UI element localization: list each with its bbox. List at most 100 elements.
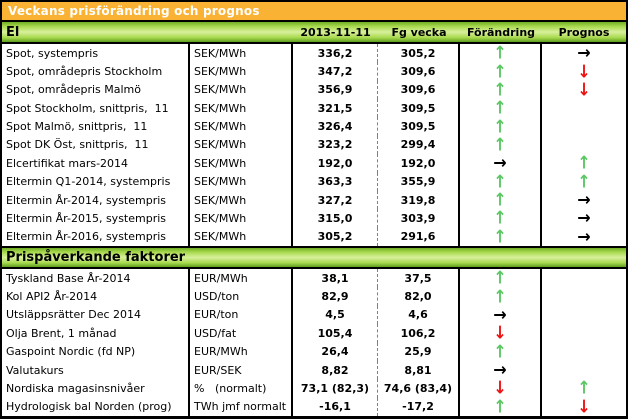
row-unit: EUR/MWh — [190, 342, 293, 361]
row-label: Eltermin År-2016, systempris — [2, 227, 190, 246]
value-current: 305,2 — [293, 227, 378, 246]
arrow-right-icon: → — [577, 42, 591, 64]
value-previous: 74,6 (83,4) — [378, 379, 460, 398]
arrow-right-icon: → — [577, 189, 591, 210]
arrow-right-icon: → — [577, 207, 591, 229]
arrow-right-icon: → — [493, 359, 507, 380]
value-previous: 82,0 — [378, 287, 460, 306]
row-unit: SEK/MWh — [190, 80, 293, 100]
value-previous: 37,5 — [378, 269, 460, 288]
value-previous: 309,6 — [378, 62, 460, 81]
row-unit: USD/fat — [190, 324, 293, 343]
el-rows: Spot, systempris SEK/MWh 336,2 305,2 ↑ →… — [2, 44, 626, 246]
value-current: 356,9 — [293, 80, 378, 100]
value-previous: 355,9 — [378, 172, 460, 191]
value-current: 323,2 — [293, 135, 378, 155]
value-current: 315,0 — [293, 209, 378, 228]
value-current: 336,2 — [293, 44, 378, 63]
row-unit: TWh jmf normalt — [190, 397, 293, 416]
arrow-up-icon: ↑ — [493, 133, 507, 155]
value-current: 8,82 — [293, 360, 378, 380]
row-label: Eltermin År-2015, systempris — [2, 209, 190, 228]
value-previous: 319,8 — [378, 190, 460, 210]
value-current: 26,4 — [293, 342, 378, 361]
table-row: Eltermin År-2014, systempris SEK/MWh 327… — [2, 189, 626, 210]
table-row: Spot Malmö, snittpris, 11 SEK/MWh 326,4 … — [2, 115, 626, 137]
section-label-el: El — [6, 24, 20, 40]
value-previous: 299,4 — [378, 135, 460, 155]
row-label: Tyskland Base År-2014 — [2, 269, 190, 288]
table-row: Eltermin Q1-2014, systempris SEK/MWh 363… — [2, 170, 626, 192]
row-unit: SEK/MWh — [190, 227, 293, 246]
value-previous: 25,9 — [378, 342, 460, 361]
value-previous: 305,2 — [378, 44, 460, 63]
table-row: Spot, områdepris Stockholm SEK/MWh 347,2… — [2, 60, 626, 82]
arrow-down-icon: ↓ — [577, 78, 591, 100]
table-row: Utsläppsrätter Dec 2014 EUR/ton 4,5 4,6 … — [2, 305, 626, 325]
arrow-right-icon: → — [493, 152, 507, 174]
value-current: 82,9 — [293, 287, 378, 306]
row-unit: USD/ton — [190, 287, 293, 306]
value-current: 192,0 — [293, 154, 378, 173]
table-row: Spot, områdepris Malmö SEK/MWh 356,9 309… — [2, 78, 626, 100]
value-current: -16,1 — [293, 397, 378, 416]
table-row: Valutakurs EUR/SEK 8,82 8,81 → — [2, 359, 626, 380]
arrow-down-icon: ↓ — [577, 395, 591, 417]
arrow-up-icon: ↑ — [493, 78, 507, 100]
row-unit: SEK/MWh — [190, 190, 293, 210]
row-label: Spot, områdepris Malmö — [2, 80, 190, 100]
row-label: Nordiska magasinsnivåer — [2, 379, 190, 398]
row-unit: EUR/SEK — [190, 360, 293, 380]
arrow-up-icon: ↑ — [577, 170, 591, 192]
value-current: 326,4 — [293, 117, 378, 136]
arrow-up-icon: ↑ — [493, 115, 507, 137]
value-current: 73,1 (82,3) — [293, 379, 378, 398]
arrow-up-icon: ↑ — [493, 170, 507, 192]
table-row: Gaspoint Nordic (fd NP) EUR/MWh 26,4 25,… — [2, 342, 626, 361]
value-previous: 309,5 — [378, 117, 460, 136]
row-label: Hydrologisk bal Norden (prog) — [2, 397, 190, 416]
table-row: Spot Stockholm, snittpris, 11 SEK/MWh 32… — [2, 99, 626, 118]
section-label-factors: Prispåverkande faktorer — [6, 250, 186, 265]
arrow-up-icon: ↑ — [493, 225, 507, 247]
row-label: Valutakurs — [2, 360, 190, 380]
arrow-down-icon: ↓ — [577, 60, 591, 82]
arrow-right-icon: → — [577, 225, 591, 247]
table-row: Kol API2 År-2014 USD/ton 82,9 82,0 ↑ — [2, 287, 626, 306]
row-label: Kol API2 År-2014 — [2, 287, 190, 306]
row-unit: SEK/MWh — [190, 62, 293, 81]
table-row: Eltermin År-2015, systempris SEK/MWh 315… — [2, 207, 626, 229]
table-row: Spot DK Öst, snittpris, 11 SEK/MWh 323,2… — [2, 133, 626, 155]
value-current: 327,2 — [293, 190, 378, 210]
factors-rows: Tyskland Base År-2014 EUR/MWh 38,1 37,5 … — [2, 269, 626, 416]
value-previous: 309,6 — [378, 80, 460, 100]
table-row: Tyskland Base År-2014 EUR/MWh 38,1 37,5 … — [2, 269, 626, 288]
section-header-el: El 2013-11-11 Fg vecka Förändring Progno… — [2, 22, 626, 44]
value-current: 38,1 — [293, 269, 378, 288]
arrow-up-icon: ↑ — [493, 395, 507, 417]
row-unit: EUR/MWh — [190, 269, 293, 288]
value-previous: 303,9 — [378, 209, 460, 228]
row-unit: SEK/MWh — [190, 99, 293, 118]
arrow-up-icon: ↑ — [577, 152, 591, 174]
column-header-previous-week: Fg vecka — [391, 25, 447, 39]
value-previous: 106,2 — [378, 324, 460, 343]
value-previous: 291,6 — [378, 227, 460, 246]
value-previous: 4,6 — [378, 305, 460, 325]
value-current: 363,3 — [293, 172, 378, 191]
row-unit: SEK/MWh — [190, 135, 293, 155]
row-label: Elcertifikat mars-2014 — [2, 154, 190, 173]
table-row: Olja Brent, 1 månad USD/fat 105,4 106,2 … — [2, 324, 626, 343]
value-current: 321,5 — [293, 99, 378, 118]
row-label: Spot Stockholm, snittpris, 11 — [2, 99, 190, 118]
arrow-down-icon: ↓ — [493, 377, 507, 399]
row-unit: EUR/ton — [190, 305, 293, 325]
row-unit: SEK/MWh — [190, 172, 293, 191]
column-header-change: Förändring — [466, 25, 536, 39]
row-unit: SEK/MWh — [190, 209, 293, 228]
row-unit: % (normalt) — [190, 379, 293, 398]
value-current: 347,2 — [293, 62, 378, 81]
arrow-up-icon: ↑ — [493, 42, 507, 64]
row-label: Spot, områdepris Stockholm — [2, 62, 190, 81]
